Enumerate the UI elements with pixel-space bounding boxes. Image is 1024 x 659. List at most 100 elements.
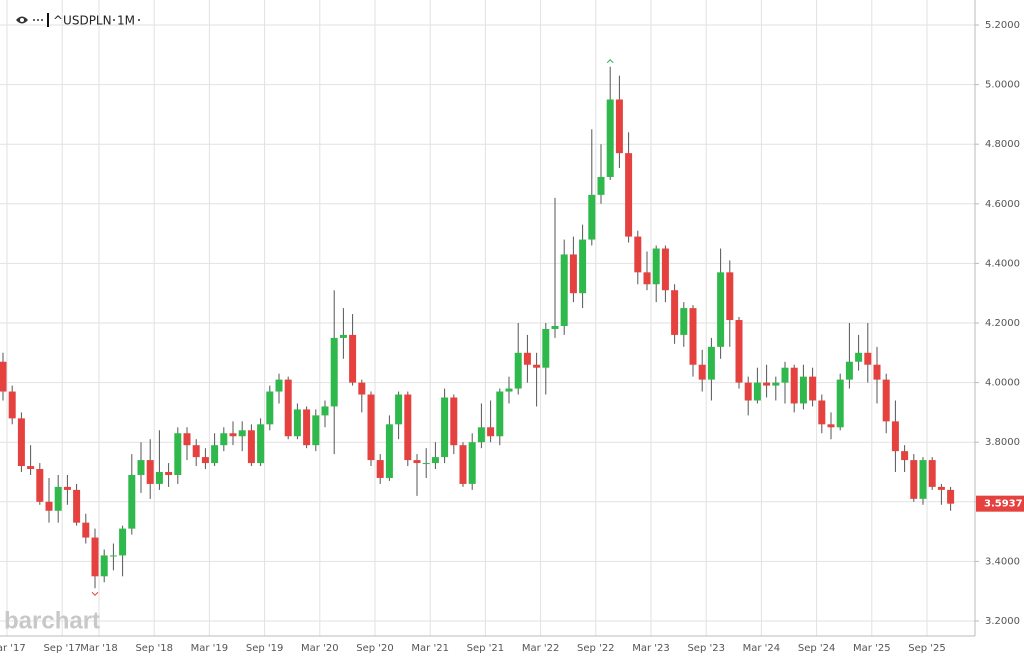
- low-marker: [91, 591, 99, 596]
- candle-body: [155, 472, 163, 484]
- candle-body: [358, 382, 366, 395]
- candle-body: [818, 400, 826, 425]
- x-tick-label: Mar '25: [853, 643, 891, 654]
- candle-body: [330, 337, 338, 407]
- candle-body: [441, 397, 449, 458]
- candle-body: [873, 364, 881, 380]
- x-tick-label: Mar '22: [522, 643, 560, 654]
- candle-body: [910, 460, 918, 499]
- candles: [0, 59, 955, 596]
- x-tick-label: Sep '21: [467, 643, 505, 654]
- candle-body: [321, 406, 329, 416]
- candle-body: [615, 99, 623, 154]
- candle-body: [36, 469, 44, 502]
- candle-body: [781, 367, 789, 383]
- candle-body: [146, 460, 154, 484]
- y-tick-label: 4.2000: [985, 318, 1020, 329]
- candle-body: [303, 409, 311, 446]
- candle-body: [422, 463, 430, 465]
- candle-body: [63, 486, 71, 490]
- candle-body: [671, 290, 679, 335]
- candle-body: [551, 325, 559, 329]
- candle-body: [119, 528, 127, 556]
- candle-body: [505, 388, 513, 392]
- x-tick-label: Mar '23: [632, 643, 670, 654]
- candle-body: [845, 361, 853, 380]
- candle-body: [312, 415, 320, 446]
- candle-body: [901, 451, 909, 461]
- candle-body: [211, 445, 219, 464]
- candle-body: [735, 320, 743, 383]
- color-bar: [47, 13, 49, 27]
- dot: [37, 19, 39, 21]
- x-tick-label: Mar '21: [411, 643, 449, 654]
- candle-body: [137, 460, 145, 475]
- candle-body: [707, 346, 715, 380]
- candle-body: [183, 433, 191, 446]
- y-tick-label: 5.2000: [985, 20, 1020, 31]
- x-tick-label: Mar '24: [743, 643, 781, 654]
- y-tick-label: 5.0000: [985, 80, 1020, 91]
- candle-body: [165, 472, 173, 475]
- candle-body: [919, 460, 927, 499]
- candle-body: [128, 474, 136, 529]
- watermark: barchart: [4, 607, 100, 634]
- candle-body: [514, 352, 522, 389]
- candle-body: [17, 418, 25, 467]
- candle-body: [413, 460, 421, 464]
- candle-body: [698, 364, 706, 380]
- y-tick-label: 4.8000: [985, 139, 1020, 150]
- candle-body: [229, 433, 237, 437]
- y-tick-label: 4.4000: [985, 258, 1020, 269]
- x-tick-label: Sep '18: [135, 643, 173, 654]
- candle-body: [82, 522, 90, 538]
- candle-body: [652, 248, 660, 285]
- candle-body: [385, 424, 393, 478]
- candle-body: [367, 394, 375, 461]
- candle-body: [257, 424, 265, 464]
- candle-body: [45, 501, 53, 511]
- candle-body: [809, 376, 817, 401]
- candle-body: [569, 254, 577, 294]
- x-tick-label: Sep '24: [798, 643, 836, 654]
- dot: [138, 19, 140, 21]
- dot: [113, 19, 115, 21]
- x-tick-label: Sep '20: [356, 643, 394, 654]
- candle-body: [238, 430, 246, 437]
- eye-pupil: [20, 18, 24, 22]
- header: ^USDPLN 1M: [16, 13, 140, 28]
- candle-body: [100, 555, 108, 577]
- candle-body: [947, 489, 955, 504]
- candle-body: [201, 457, 209, 464]
- candle-body: [109, 555, 117, 557]
- candle-body: [643, 272, 651, 285]
- x-tick-label: Mar '17: [0, 643, 26, 654]
- candle-body: [855, 352, 863, 362]
- y-tick-label: 3.4000: [985, 556, 1020, 567]
- candle-body: [882, 379, 890, 422]
- candle-body: [937, 486, 945, 490]
- y-tick-label: 3.8000: [985, 437, 1020, 448]
- candle-body: [542, 328, 550, 368]
- candle-body: [339, 334, 347, 338]
- x-tick-label: Sep '17: [43, 643, 81, 654]
- candle-body: [192, 445, 200, 458]
- last-price-box: [976, 495, 1024, 512]
- candle-body: [431, 457, 439, 464]
- candle-body: [174, 433, 182, 475]
- candle-body: [588, 194, 596, 240]
- candle-body: [772, 382, 780, 386]
- candle-body: [753, 382, 761, 401]
- candle-body: [717, 272, 725, 347]
- candle-body: [799, 376, 807, 404]
- candle-body: [523, 352, 531, 365]
- candle-body: [726, 272, 734, 321]
- candle-body: [91, 537, 99, 577]
- candle-body: [891, 421, 899, 452]
- candle-body: [284, 379, 292, 437]
- candle-body: [468, 442, 476, 484]
- x-tick-label: Sep '25: [908, 643, 946, 654]
- candle-body: [266, 391, 274, 425]
